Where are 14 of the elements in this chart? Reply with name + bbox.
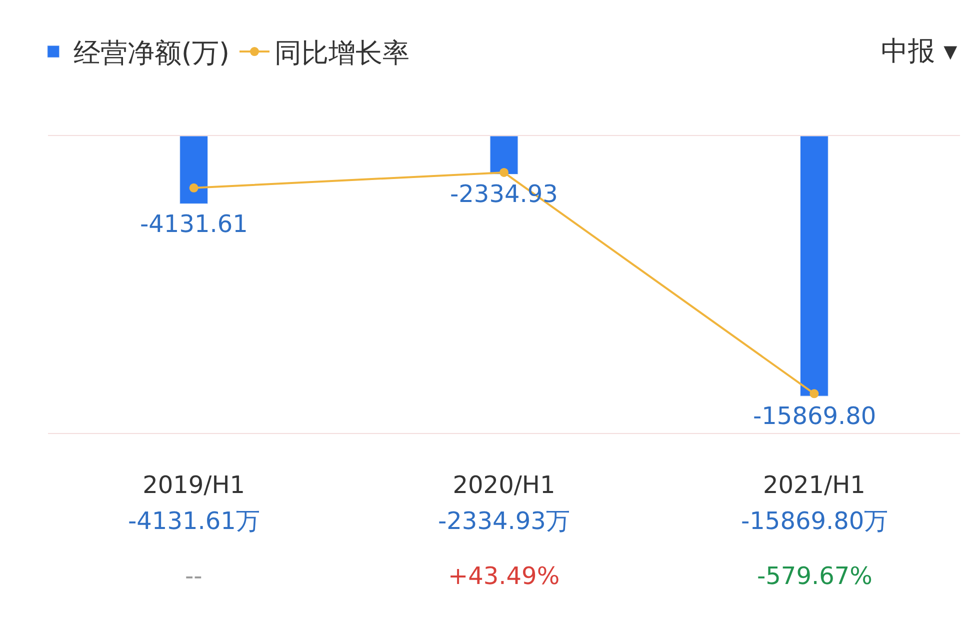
text: -2334.93万 (438, 507, 570, 535)
data-label: -579.67% (757, 562, 872, 590)
x-tick-label: 2019/H1 (142, 470, 246, 499)
legend-label: 经营净额(万) (73, 38, 230, 70)
x-tick-label: 2020/H1 (452, 470, 556, 499)
text: 中报 ▾ (881, 36, 958, 67)
text: -15869.80万 (741, 507, 888, 535)
data-label: -15869.80 (753, 402, 876, 430)
data-label: -4131.61 (140, 210, 248, 238)
legend-label: 同比增长率 (274, 38, 410, 70)
data-label: -- (185, 562, 202, 590)
data-label: +43.49% (448, 562, 560, 590)
text: -4131.61万 (128, 507, 260, 535)
x-tick-label: 2021/H1 (762, 470, 866, 499)
